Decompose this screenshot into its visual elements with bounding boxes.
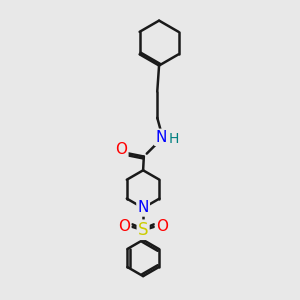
Text: N: N	[137, 200, 149, 215]
Text: N: N	[155, 130, 166, 145]
Text: S: S	[138, 221, 148, 239]
Text: O: O	[116, 142, 128, 158]
Text: O: O	[156, 219, 168, 234]
Text: H: H	[169, 133, 179, 146]
Text: O: O	[118, 219, 130, 234]
